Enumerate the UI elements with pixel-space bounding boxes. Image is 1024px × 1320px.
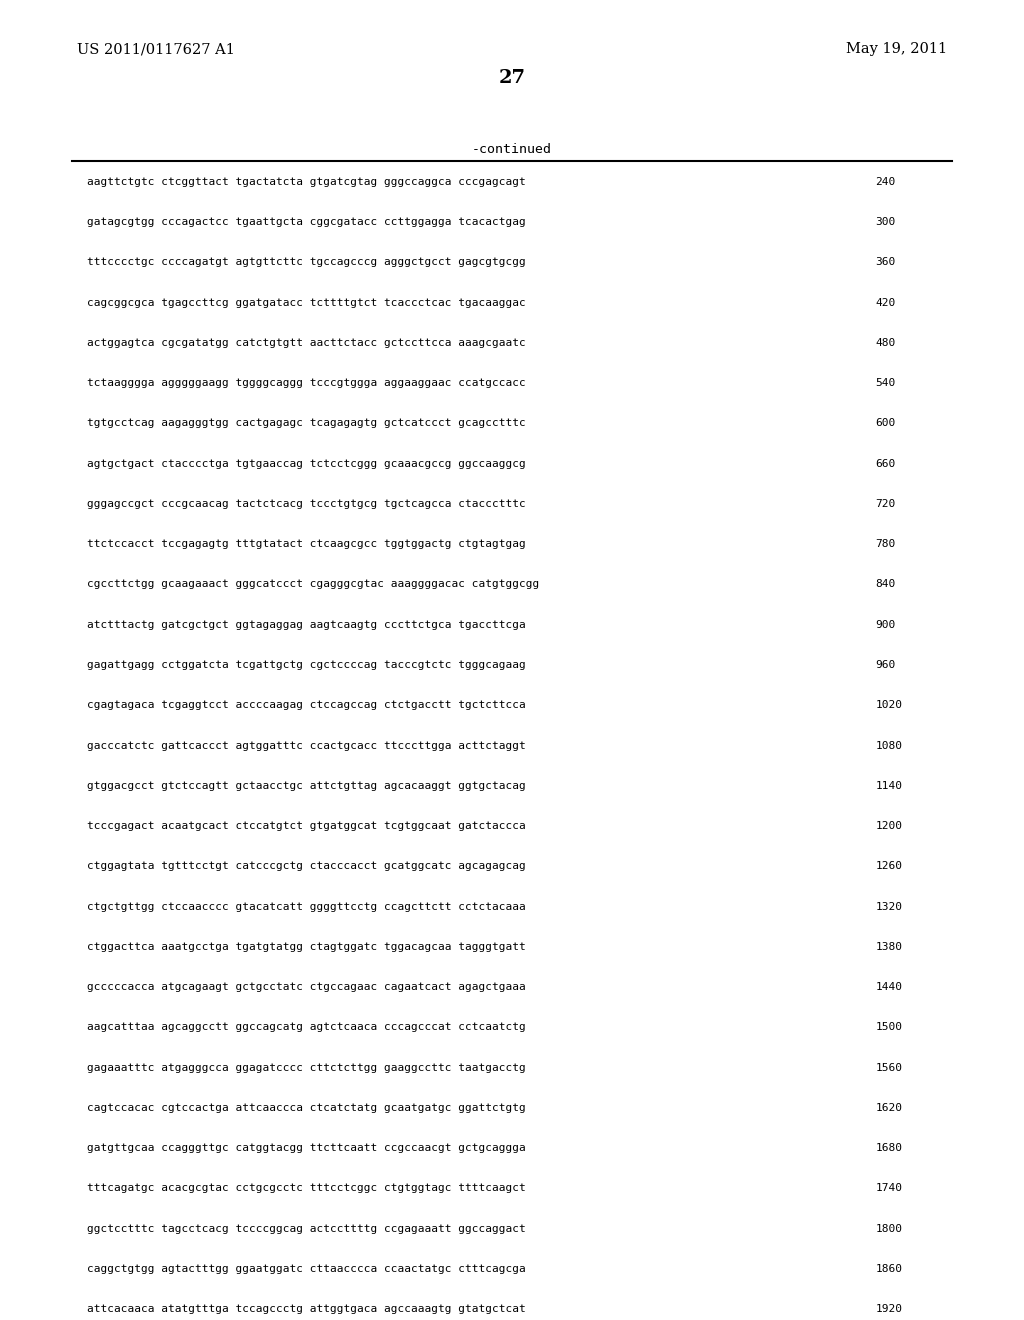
Text: May 19, 2011: May 19, 2011 [846, 42, 947, 57]
Text: 1320: 1320 [876, 902, 902, 912]
Text: gacccatctc gattcaccct agtggatttc ccactgcacc ttcccttgga acttctaggt: gacccatctc gattcaccct agtggatttc ccactgc… [87, 741, 525, 751]
Text: 1080: 1080 [876, 741, 902, 751]
Text: caggctgtgg agtactttgg ggaatggatc cttaacccca ccaactatgc ctttcagcga: caggctgtgg agtactttgg ggaatggatc cttaacc… [87, 1265, 525, 1274]
Text: 780: 780 [876, 539, 896, 549]
Text: 420: 420 [876, 298, 896, 308]
Text: 1620: 1620 [876, 1104, 902, 1113]
Text: 240: 240 [876, 177, 896, 187]
Text: cgagtagaca tcgaggtcct accccaagag ctccagccag ctctgacctt tgctcttcca: cgagtagaca tcgaggtcct accccaagag ctccagc… [87, 700, 525, 710]
Text: gatgttgcaa ccagggttgc catggtacgg ttcttcaatt ccgccaacgt gctgcaggga: gatgttgcaa ccagggttgc catggtacgg ttcttca… [87, 1143, 525, 1154]
Text: atctttactg gatcgctgct ggtagaggag aagtcaagtg cccttctgca tgaccttcga: atctttactg gatcgctgct ggtagaggag aagtcaa… [87, 620, 525, 630]
Text: 1800: 1800 [876, 1224, 902, 1234]
Text: cagcggcgca tgagccttcg ggatgatacc tcttttgtct tcaccctcac tgacaaggac: cagcggcgca tgagccttcg ggatgatacc tcttttg… [87, 298, 525, 308]
Text: 1920: 1920 [876, 1304, 902, 1315]
Text: ttctccacct tccgagagtg tttgtatact ctcaagcgcc tggtggactg ctgtagtgag: ttctccacct tccgagagtg tttgtatact ctcaagc… [87, 539, 525, 549]
Text: tttcccctgc ccccagatgt agtgttcttc tgccagcccg agggctgcct gagcgtgcgg: tttcccctgc ccccagatgt agtgttcttc tgccagc… [87, 257, 525, 268]
Text: 1740: 1740 [876, 1183, 902, 1193]
Text: cgccttctgg gcaagaaact gggcatccct cgagggcgtac aaaggggacac catgtggcgg: cgccttctgg gcaagaaact gggcatccct cgagggc… [87, 579, 540, 590]
Text: agtgctgact ctacccctga tgtgaaccag tctcctcggg gcaaacgccg ggccaaggcg: agtgctgact ctacccctga tgtgaaccag tctcctc… [87, 459, 525, 469]
Text: tttcagatgc acacgcgtac cctgcgcctc tttcctcggc ctgtggtagc ttttcaagct: tttcagatgc acacgcgtac cctgcgcctc tttcctc… [87, 1183, 525, 1193]
Text: ctggagtata tgtttcctgt catcccgctg ctacccacct gcatggcatc agcagagcag: ctggagtata tgtttcctgt catcccgctg ctaccca… [87, 861, 525, 871]
Text: gcccccacca atgcagaagt gctgcctatc ctgccagaac cagaatcact agagctgaaa: gcccccacca atgcagaagt gctgcctatc ctgccag… [87, 982, 525, 993]
Text: 27: 27 [499, 69, 525, 87]
Text: gagattgagg cctggatcta tcgattgctg cgctccccag tacccgtctc tgggcagaag: gagattgagg cctggatcta tcgattgctg cgctccc… [87, 660, 525, 671]
Text: ctggacttca aaatgcctga tgatgtatgg ctagtggatc tggacagcaa tagggtgatt: ctggacttca aaatgcctga tgatgtatgg ctagtgg… [87, 942, 525, 952]
Text: gagaaatttc atgagggcca ggagatcccc cttctcttgg gaaggccttc taatgacctg: gagaaatttc atgagggcca ggagatcccc cttctct… [87, 1063, 525, 1073]
Text: cagtccacac cgtccactga attcaaccca ctcatctatg gcaatgatgc ggattctgtg: cagtccacac cgtccactga attcaaccca ctcatct… [87, 1104, 525, 1113]
Text: 1260: 1260 [876, 861, 902, 871]
Text: 900: 900 [876, 620, 896, 630]
Text: ctgctgttgg ctccaacccc gtacatcatt ggggttcctg ccagcttctt cctctacaaa: ctgctgttgg ctccaacccc gtacatcatt ggggttc… [87, 902, 525, 912]
Text: 1380: 1380 [876, 942, 902, 952]
Text: aagttctgtc ctcggttact tgactatcta gtgatcgtag gggccaggca cccgagcagt: aagttctgtc ctcggttact tgactatcta gtgatcg… [87, 177, 525, 187]
Text: 1020: 1020 [876, 700, 902, 710]
Text: 1500: 1500 [876, 1022, 902, 1032]
Text: 960: 960 [876, 660, 896, 671]
Text: 300: 300 [876, 216, 896, 227]
Text: tgtgcctcag aagagggtgg cactgagagc tcagagagtg gctcatccct gcagcctttc: tgtgcctcag aagagggtgg cactgagagc tcagaga… [87, 418, 525, 429]
Text: ggctcctttc tagcctcacg tccccggcag actccttttg ccgagaaatt ggccaggact: ggctcctttc tagcctcacg tccccggcag actcctt… [87, 1224, 525, 1234]
Text: 1200: 1200 [876, 821, 902, 832]
Text: gtggacgcct gtctccagtt gctaacctgc attctgttag agcacaaggt ggtgctacag: gtggacgcct gtctccagtt gctaacctgc attctgt… [87, 781, 525, 791]
Text: US 2011/0117627 A1: US 2011/0117627 A1 [77, 42, 234, 57]
Text: 1560: 1560 [876, 1063, 902, 1073]
Text: 660: 660 [876, 459, 896, 469]
Text: tcccgagact acaatgcact ctccatgtct gtgatggcat tcgtggcaat gatctaccca: tcccgagact acaatgcact ctccatgtct gtgatgg… [87, 821, 525, 832]
Text: 1440: 1440 [876, 982, 902, 993]
Text: 1680: 1680 [876, 1143, 902, 1154]
Text: 720: 720 [876, 499, 896, 510]
Text: tctaagggga agggggaagg tggggcaggg tcccgtggga aggaaggaac ccatgccacc: tctaagggga agggggaagg tggggcaggg tcccgtg… [87, 378, 525, 388]
Text: gatagcgtgg cccagactcc tgaattgcta cggcgatacc ccttggagga tcacactgag: gatagcgtgg cccagactcc tgaattgcta cggcgat… [87, 216, 525, 227]
Text: 1140: 1140 [876, 781, 902, 791]
Text: 540: 540 [876, 378, 896, 388]
Text: actggagtca cgcgatatgg catctgtgtt aacttctacc gctccttcca aaagcgaatc: actggagtca cgcgatatgg catctgtgtt aacttct… [87, 338, 525, 348]
Text: gggagccgct cccgcaacag tactctcacg tccctgtgcg tgctcagcca ctaccctttc: gggagccgct cccgcaacag tactctcacg tccctgt… [87, 499, 525, 510]
Text: 360: 360 [876, 257, 896, 268]
Text: 600: 600 [876, 418, 896, 429]
Text: 1860: 1860 [876, 1265, 902, 1274]
Text: 840: 840 [876, 579, 896, 590]
Text: 480: 480 [876, 338, 896, 348]
Text: -continued: -continued [472, 143, 552, 156]
Text: aagcatttaa agcaggcctt ggccagcatg agtctcaaca cccagcccat cctcaatctg: aagcatttaa agcaggcctt ggccagcatg agtctca… [87, 1022, 525, 1032]
Text: attcacaaca atatgtttga tccagccctg attggtgaca agccaaagtg gtatgctcat: attcacaaca atatgtttga tccagccctg attggtg… [87, 1304, 525, 1315]
